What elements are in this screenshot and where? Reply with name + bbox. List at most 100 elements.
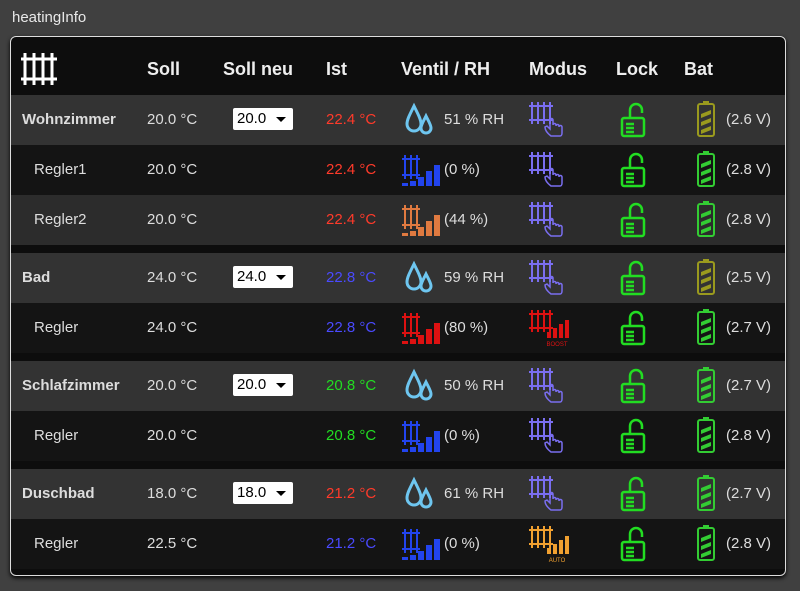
valve-icon-part — [402, 183, 408, 186]
mode-icon-part — [529, 368, 553, 390]
lock-icon-part — [626, 222, 634, 234]
battery-icon — [697, 101, 715, 137]
battery: (2.7 V) — [726, 377, 772, 394]
soll-select[interactable]: 18.0 — [233, 482, 293, 504]
mode-icon-part — [529, 260, 553, 282]
soll-select[interactable]: 24.0 — [233, 266, 293, 288]
battery-icon-part — [701, 376, 711, 384]
battery-icon-part — [701, 160, 711, 168]
mode-icon — [529, 418, 563, 453]
humidity-icon — [405, 476, 433, 509]
battery: (2.6 V) — [726, 111, 772, 128]
battery-icon — [697, 201, 715, 237]
battery-icon-part — [701, 118, 711, 126]
name: Bad — [22, 269, 51, 286]
soll-select[interactable]: 20.0 — [233, 108, 293, 130]
battery-icon-part — [701, 326, 711, 334]
humidity-icon — [405, 260, 433, 293]
mode-icon-part — [559, 540, 563, 554]
battery-icon — [697, 525, 715, 561]
ist: 22.4 °C — [326, 111, 377, 128]
soll: 20.0 °C — [147, 427, 198, 444]
lock-icon — [620, 526, 646, 562]
valve-icon-part — [402, 233, 408, 236]
humidity: 61 % RH — [444, 485, 505, 502]
lock-icon-part — [628, 418, 644, 434]
battery-icon-part — [697, 475, 715, 511]
mode-icon — [529, 202, 563, 237]
valve-icon-part — [402, 529, 420, 553]
battery-icon — [697, 309, 715, 345]
valve-icon-part — [410, 339, 416, 344]
soll: 22.5 °C — [147, 535, 198, 552]
battery-icon-part — [701, 534, 711, 542]
valve-icon-part — [402, 529, 420, 553]
lock-icon-part — [620, 540, 646, 562]
valve-icon-part — [418, 443, 424, 452]
mode-icon-part — [544, 275, 563, 295]
humidity-icon-part — [405, 260, 433, 293]
battery-icon-part — [697, 103, 715, 137]
humidity-icon-part — [419, 270, 433, 293]
lock-icon-part — [620, 432, 646, 454]
valve-icon-part — [402, 155, 420, 179]
room-row: Wohnzimmer 20.0 °C 20.0 22.4 °C 51 % RH (2.6 … — [11, 95, 785, 145]
room-row: Duschbad 18.0 °C 18.0 21.2 °C 61 % RH (2.7 V) — [11, 469, 785, 519]
valve: (0 %) — [444, 535, 480, 552]
lock-icon-part — [626, 280, 634, 292]
mode-icon-part — [553, 544, 557, 554]
valve: (44 %) — [444, 211, 489, 228]
mode-icon-part — [547, 536, 569, 554]
battery-icon-part — [701, 376, 711, 400]
mode-icon-part — [529, 260, 553, 282]
soll: 20.0 °C — [147, 211, 198, 228]
soll: 20.0 °C — [147, 111, 198, 128]
mode-icon-part — [529, 418, 553, 440]
mode-icon-part — [544, 167, 563, 187]
room-row: Schlafzimmer 20.0 °C 20.0 20.8 °C 50 % RH (2.… — [11, 361, 785, 411]
battery-icon-part — [701, 426, 711, 434]
valve-icon-part — [410, 231, 416, 236]
battery-icon-part — [701, 276, 711, 284]
name: Wohnzimmer — [22, 111, 116, 128]
mode-icon-part — [529, 102, 553, 124]
valve-icon-part — [402, 449, 408, 452]
lock-icon-part — [620, 368, 646, 404]
battery: (2.7 V) — [726, 319, 772, 336]
regler-row: Regler1 20.0 °C 22.4 °C (0 %) (2.8 V) — [11, 145, 785, 195]
mode-icon-part — [529, 526, 553, 548]
battery: (2.7 V) — [726, 485, 772, 502]
regler-row: Regler 20.0 °C 20.8 °C (0 %) (2.8 V) — [11, 411, 785, 461]
valve-icon-part — [402, 205, 420, 229]
mode-icon: AUTO — [529, 526, 569, 564]
lock-icon-part — [620, 274, 646, 296]
soll-select[interactable]: 20.0 — [233, 374, 293, 396]
mode-icon — [529, 476, 563, 511]
column-header: Bat — [684, 59, 714, 79]
mode-icon-part: AUTO — [549, 558, 566, 564]
battery-icon-part — [701, 500, 711, 508]
name: Regler — [34, 319, 79, 336]
valve-icon-part — [418, 335, 424, 344]
lock-icon-part — [628, 202, 644, 218]
name: Regler1 — [34, 161, 87, 178]
battery-icon — [697, 259, 715, 295]
valve-icon-part — [434, 539, 440, 560]
battery-icon-part — [701, 160, 711, 184]
battery-icon-part — [701, 110, 711, 134]
valve-icon-part — [426, 545, 432, 560]
battery-icon — [697, 151, 715, 187]
humidity-icon-part — [405, 102, 423, 133]
battery-icon-part — [701, 126, 711, 134]
lock-icon-part — [626, 330, 634, 342]
lock-icon-part — [626, 438, 634, 450]
humidity: 59 % RH — [444, 269, 505, 286]
lock-icon-part — [620, 202, 646, 238]
lock-icon-part — [626, 172, 634, 184]
battery-icon-part — [701, 550, 711, 558]
battery-icon-part — [701, 318, 711, 342]
valve-icon-part — [426, 221, 432, 236]
lock-icon-part — [628, 368, 644, 384]
valve-icon-part — [402, 557, 408, 560]
